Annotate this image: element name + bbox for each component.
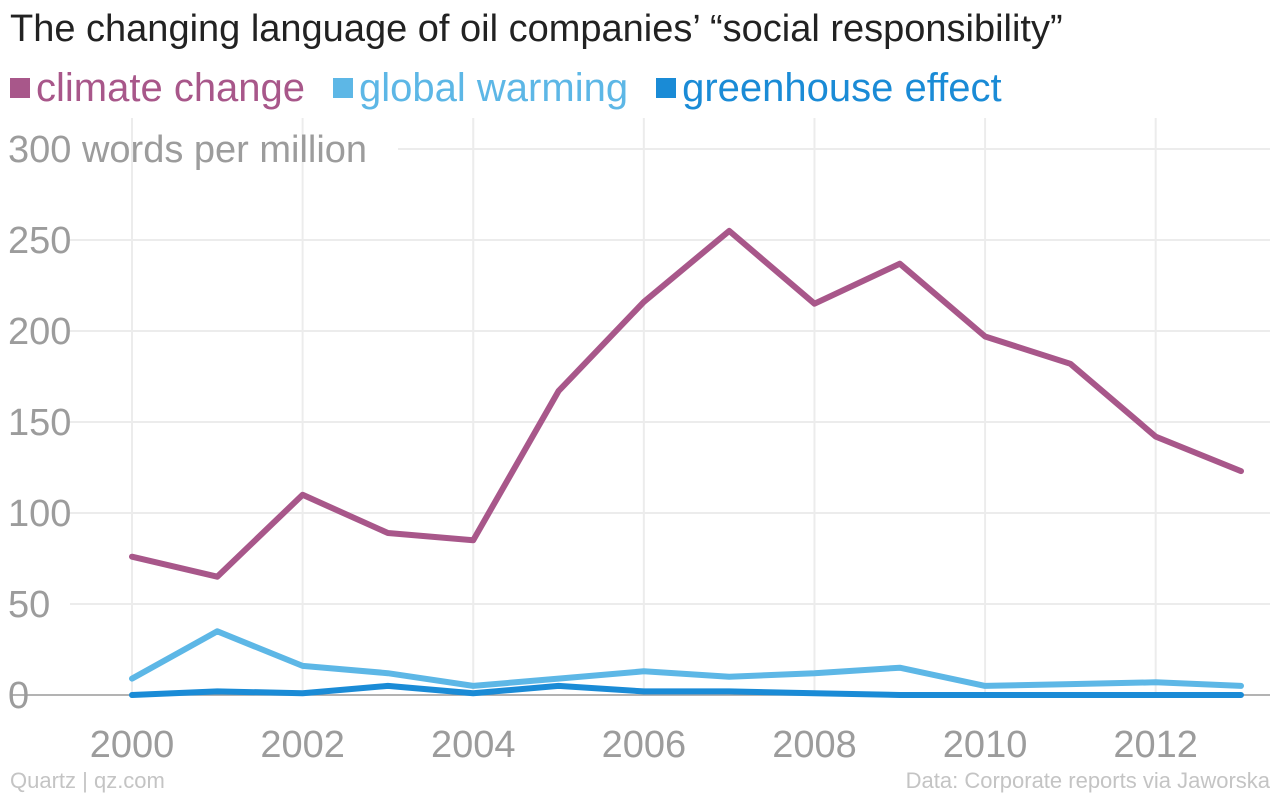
x-tick-label: 2004	[431, 724, 516, 766]
x-tick-label: 2002	[260, 724, 345, 766]
y-tick-label: 250	[8, 220, 71, 262]
legend-item: climate change	[10, 66, 305, 111]
chart-title: The changing language of oil companies’ …	[10, 8, 1063, 50]
y-tick-label: 0	[8, 675, 29, 717]
legend: climate change global warming greenhouse e…	[10, 64, 1030, 112]
y-tick-label: 300 words per million	[8, 129, 367, 171]
y-tick-label: 100	[8, 493, 71, 535]
x-tick-label: 2006	[602, 724, 687, 766]
source-credit: Quartz | qz.com	[10, 768, 165, 793]
x-tick-label: 2010	[943, 724, 1028, 766]
x-tick-label: 2000	[90, 724, 175, 766]
y-tick-label: 200	[8, 311, 71, 353]
y-tick-label: 150	[8, 402, 71, 444]
y-tick-label: 50	[8, 584, 50, 626]
x-tick-label: 2008	[772, 724, 857, 766]
series-line-greenhouse-effect	[129, 682, 1244, 698]
data-source: Data: Corporate reports via Jaworska	[905, 768, 1270, 793]
legend-swatch	[656, 78, 677, 98]
legend-swatch	[10, 78, 30, 98]
x-tick-label: 2012	[1113, 724, 1198, 766]
legend-label: greenhouse effect	[682, 65, 1002, 110]
legend-item: global warming	[333, 66, 628, 111]
legend-label: global warming	[359, 65, 629, 110]
legend-label: climate change	[36, 65, 306, 110]
series-line-global-warming	[129, 628, 1244, 689]
legend-item: greenhouse effect	[656, 66, 1002, 111]
series-line-climate-change	[129, 227, 1244, 580]
legend-swatch	[333, 78, 354, 98]
